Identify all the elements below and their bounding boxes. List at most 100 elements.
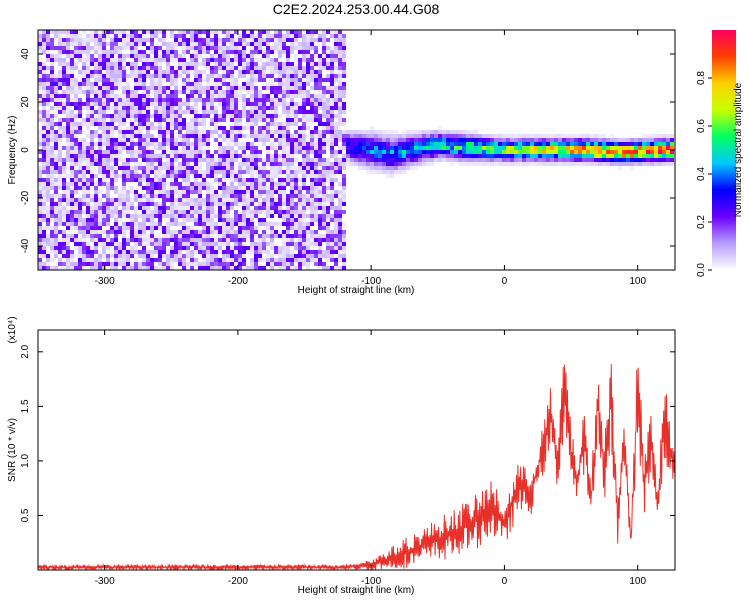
heatmap-cell <box>138 98 142 102</box>
heatmap-cell <box>518 162 522 166</box>
heatmap-cell <box>334 238 338 242</box>
heatmap-cell <box>486 154 490 158</box>
heatmap-cell <box>126 150 130 154</box>
heatmap-cell <box>654 134 658 138</box>
heatmap-cell <box>282 98 286 102</box>
heatmap-cell <box>230 58 234 62</box>
heatmap-cell <box>254 78 258 82</box>
heatmap-cell <box>274 110 278 114</box>
heatmap-cell <box>310 190 314 194</box>
heatmap-cell <box>330 138 334 142</box>
heatmap-cell <box>278 250 282 254</box>
heatmap-cell <box>594 142 598 146</box>
heatmap-cell <box>238 42 242 46</box>
heatmap-cell <box>334 266 338 270</box>
heatmap-cell <box>322 226 326 230</box>
heatmap-cell <box>130 34 134 38</box>
heatmap-cell <box>446 138 450 142</box>
heatmap-cell <box>226 202 230 206</box>
heatmap-cell <box>314 146 318 150</box>
heatmap-cell <box>194 182 198 186</box>
heatmap-cell <box>198 122 202 126</box>
heatmap-cell <box>146 46 150 50</box>
heatmap-cell <box>206 66 210 70</box>
heatmap-cell <box>122 106 126 110</box>
heatmap-cell <box>318 74 322 78</box>
heatmap-cell <box>126 98 130 102</box>
heatmap-cell <box>174 86 178 90</box>
heatmap-cell <box>250 50 254 54</box>
heatmap-cell <box>314 174 318 178</box>
heatmap-cell <box>266 258 270 262</box>
heatmap-cell <box>62 158 66 162</box>
heatmap-cell <box>302 138 306 142</box>
heatmap-cell <box>310 214 314 218</box>
heatmap-cell <box>150 82 154 86</box>
heatmap-cell <box>282 94 286 98</box>
heatmap-cell <box>546 134 550 138</box>
heatmap-cell <box>178 258 182 262</box>
heatmap-cell <box>94 78 98 82</box>
heatmap-cell <box>630 138 634 142</box>
heatmap-cell <box>326 102 330 106</box>
heatmap-cell <box>438 130 442 134</box>
heatmap-cell <box>334 58 338 62</box>
heatmap-cell <box>270 182 274 186</box>
heatmap-cell <box>322 182 326 186</box>
heatmap-cell <box>110 98 114 102</box>
heatmap-cell <box>218 178 222 182</box>
heatmap-cell <box>506 150 510 154</box>
heatmap-cell <box>230 234 234 238</box>
heatmap-cell <box>274 126 278 130</box>
heatmap-cell <box>114 258 118 262</box>
heatmap-cell <box>206 226 210 230</box>
heatmap-cell <box>82 230 86 234</box>
heatmap-cell <box>186 198 190 202</box>
heatmap-cell <box>170 58 174 62</box>
heatmap-cell <box>246 90 250 94</box>
heatmap-cell <box>358 142 362 146</box>
heatmap-cell <box>50 122 54 126</box>
heatmap-cell <box>202 70 206 74</box>
heatmap-cell <box>498 150 502 154</box>
heatmap-cell <box>198 170 202 174</box>
heatmap-cell <box>314 262 318 266</box>
heatmap-cell <box>298 194 302 198</box>
heatmap-cell <box>66 42 70 46</box>
heatmap-cell <box>274 202 278 206</box>
heatmap-cell <box>118 34 122 38</box>
heatmap-cell <box>238 238 242 242</box>
heatmap-cell <box>506 162 510 166</box>
heatmap-cell <box>314 250 318 254</box>
heatmap-cell <box>294 186 298 190</box>
heatmap-cell <box>134 238 138 242</box>
heatmap-cell <box>38 170 42 174</box>
heatmap-cell <box>370 162 374 166</box>
heatmap-cell <box>162 38 166 42</box>
heatmap-cell <box>158 194 162 198</box>
heatmap-cell <box>142 230 146 234</box>
heatmap-cell <box>70 250 74 254</box>
heatmap-cell <box>86 162 90 166</box>
heatmap-cell <box>210 198 214 202</box>
heatmap-cell <box>306 110 310 114</box>
heatmap-cell <box>50 70 54 74</box>
heatmap-cell <box>106 74 110 78</box>
heatmap-cell <box>294 226 298 230</box>
heatmap-cell <box>286 62 290 66</box>
heatmap-cell <box>186 94 190 98</box>
heatmap-cell <box>202 206 206 210</box>
heatmap-cell <box>150 122 154 126</box>
heatmap-cell <box>330 126 334 130</box>
heatmap-cell <box>338 98 342 102</box>
heatmap-cell <box>342 130 346 134</box>
heatmap-cell <box>66 226 70 230</box>
heatmap-cell <box>54 214 58 218</box>
heatmap-cell <box>246 118 250 122</box>
heatmap-cell <box>38 194 42 198</box>
heatmap-cell <box>190 186 194 190</box>
heatmap-cell <box>206 158 210 162</box>
heatmap-cell <box>158 46 162 50</box>
heatmap-cell <box>130 230 134 234</box>
heatmap-cell <box>222 262 226 266</box>
